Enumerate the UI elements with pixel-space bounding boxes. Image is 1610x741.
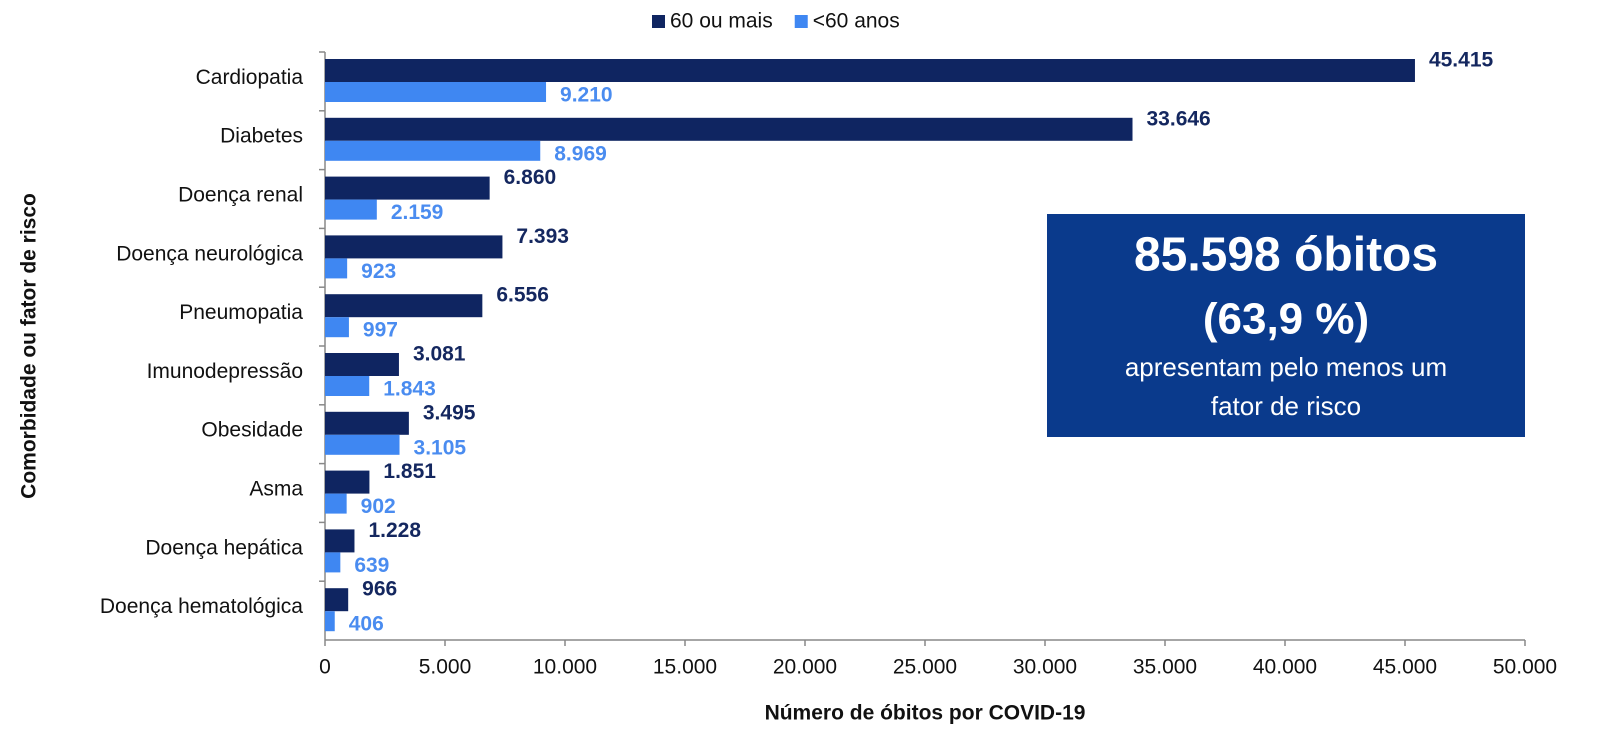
annotation-box [1047, 214, 1525, 437]
bar [325, 411, 409, 435]
y-axis-title: Comorbidade ou fator de risco [18, 193, 41, 499]
x-tick-label: 30.000 [1013, 656, 1077, 679]
bar [325, 294, 483, 318]
legend-label: 60 ou mais [670, 10, 773, 33]
x-tick-label: 0 [319, 656, 331, 679]
bar [325, 529, 355, 553]
value-label: 966 [362, 578, 397, 601]
bar [325, 353, 399, 376]
bar [325, 588, 349, 612]
bar [325, 199, 377, 220]
y-tick-label: Doença hepática [145, 536, 303, 559]
value-label: 923 [361, 260, 396, 283]
value-label: 406 [349, 613, 384, 636]
annotation-text: 85.598 óbitos [1134, 229, 1438, 282]
value-label: 8.969 [554, 142, 607, 165]
y-tick-label: Doença hematológica [100, 595, 303, 618]
y-tick-label: Pneumopatia [179, 301, 303, 324]
y-tick-label: Imunodepressão [147, 360, 303, 383]
x-tick-label: 25.000 [893, 656, 957, 679]
value-label: 3.081 [413, 343, 466, 366]
bar [325, 176, 490, 200]
legend-label: <60 anos [813, 10, 900, 33]
bar [325, 235, 503, 259]
value-label: 6.556 [496, 284, 549, 307]
value-label: 1.843 [383, 378, 436, 401]
y-tick-label: Doença renal [178, 184, 303, 207]
annotation-text: fator de risco [1211, 391, 1361, 421]
bar [325, 434, 400, 455]
value-label: 1.851 [383, 460, 436, 483]
value-label: 997 [363, 319, 398, 342]
y-tick-label: Asma [249, 478, 303, 501]
value-label: 3.105 [414, 436, 467, 459]
annotation-text: (63,9 %) [1203, 295, 1369, 344]
value-label: 2.159 [391, 201, 444, 224]
bar [325, 82, 547, 102]
x-tick-label: 5.000 [419, 656, 472, 679]
bar [325, 59, 1415, 82]
value-label: 902 [361, 495, 396, 518]
legend-swatch [794, 15, 808, 28]
value-label: 45.415 [1429, 49, 1494, 72]
y-tick-label: Diabetes [220, 125, 303, 148]
y-tick-label: Cardiopatia [196, 66, 304, 89]
bar [325, 376, 370, 396]
x-tick-label: 45.000 [1373, 656, 1437, 679]
annotation-text: apresentam pelo menos um [1125, 352, 1447, 382]
bar [325, 552, 341, 573]
value-label: 3.495 [423, 401, 476, 424]
value-label: 7.393 [516, 225, 569, 248]
x-tick-label: 40.000 [1253, 656, 1317, 679]
y-tick-label: Obesidade [201, 419, 303, 442]
value-label: 1.228 [368, 519, 421, 542]
bar [325, 140, 541, 161]
x-tick-label: 15.000 [653, 656, 717, 679]
bar [325, 493, 347, 514]
y-tick-label: Doença neurológica [116, 242, 303, 265]
value-label: 9.210 [560, 84, 613, 107]
legend-swatch [652, 15, 665, 28]
bar [325, 470, 370, 494]
bar [325, 317, 349, 338]
bar [325, 117, 1133, 141]
x-axis-title: Número de óbitos por COVID-19 [765, 702, 1086, 725]
x-tick-label: 35.000 [1133, 656, 1197, 679]
x-tick-label: 10.000 [533, 656, 597, 679]
bar [325, 611, 335, 632]
x-tick-label: 20.000 [773, 656, 837, 679]
value-label: 639 [354, 554, 389, 577]
value-label: 33.646 [1147, 107, 1211, 130]
bar [325, 258, 348, 279]
x-tick-label: 50.000 [1493, 656, 1557, 679]
value-label: 6.860 [504, 166, 557, 189]
